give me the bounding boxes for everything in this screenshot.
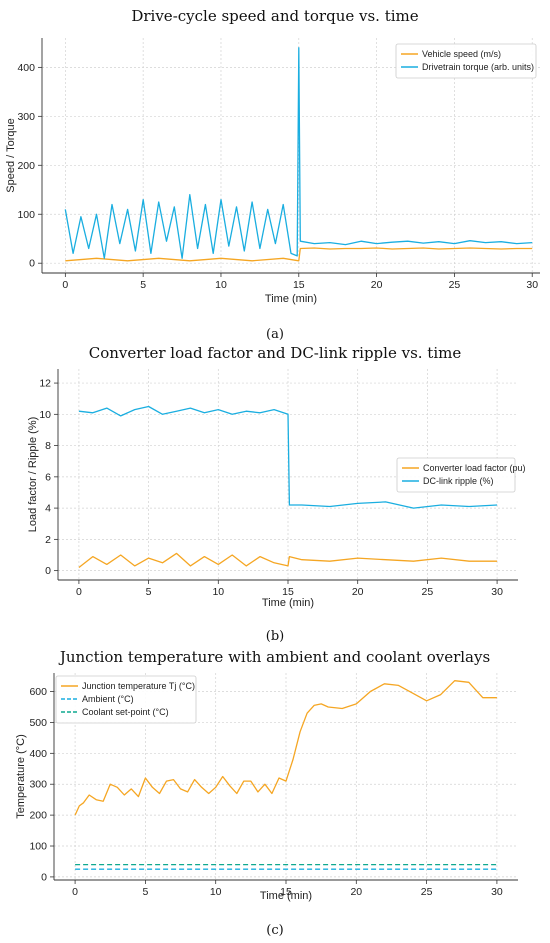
- y-tick-label: 4: [45, 503, 51, 515]
- legend-label: Coolant set-point (°C): [82, 707, 169, 717]
- x-axis-label-b: Time (min): [262, 597, 314, 609]
- x-tick-label: 0: [62, 279, 68, 291]
- x-tick-label: 25: [449, 279, 461, 291]
- x-tick-label: 5: [140, 279, 146, 291]
- legend-label: Converter load factor (pu): [423, 463, 526, 473]
- y-tick-label: 0: [41, 871, 47, 883]
- y-tick-label: 200: [29, 810, 47, 822]
- y-tick-label: 10: [39, 409, 51, 421]
- x-tick-label: 15: [280, 886, 292, 898]
- title-b: Converter load factor and DC-link ripple…: [89, 344, 462, 362]
- x-tick-label: 10: [210, 886, 222, 898]
- grid-a: [42, 38, 540, 273]
- legend-label: Vehicle speed (m/s): [422, 49, 501, 59]
- y-tick-label: 400: [17, 62, 35, 74]
- panel-c: Junction temperature with ambient and co…: [15, 648, 518, 938]
- y-tick-label: 0: [29, 258, 35, 270]
- y-tick-label: 8: [45, 440, 51, 452]
- caption-a: (a): [266, 327, 284, 342]
- legend-label: Drivetrain torque (arb. units): [422, 62, 534, 72]
- title-a: Drive-cycle speed and torque vs. time: [131, 7, 418, 25]
- y-tick-label: 200: [17, 160, 35, 172]
- series-line-a-1: [64, 47, 533, 259]
- legend-box: [395, 43, 537, 79]
- y-tick-label: 500: [29, 717, 47, 729]
- y-tick-label: 6: [45, 471, 51, 483]
- y-tick-label: 600: [29, 686, 47, 698]
- x-tick-label: 20: [352, 586, 364, 598]
- y-tick-label: 400: [29, 748, 47, 760]
- x-axis-label-a: Time (min): [265, 293, 317, 305]
- x-tick-label: 15: [293, 279, 305, 291]
- x-tick-label: 30: [491, 886, 503, 898]
- x-tick-label: 20: [371, 279, 383, 291]
- x-tick-label: 20: [350, 886, 362, 898]
- x-tick-label: 0: [76, 586, 82, 598]
- title-c: Junction temperature with ambient and co…: [58, 648, 490, 666]
- x-tick-label: 30: [491, 586, 503, 598]
- legend-label: Ambient (°C): [82, 694, 134, 704]
- x-tick-label: 5: [146, 586, 152, 598]
- x-tick-label: 25: [422, 586, 434, 598]
- series-line-b-1: [78, 405, 498, 509]
- x-axis-label-c: Time (min): [260, 890, 312, 902]
- series-line-c-0: [74, 680, 497, 816]
- caption-c: (c): [266, 923, 283, 938]
- y-axis-label-a: Speed / Torque: [5, 118, 17, 192]
- y-tick-label: 2: [45, 534, 51, 546]
- series-line-b-0: [78, 552, 498, 569]
- x-tick-label: 0: [72, 886, 78, 898]
- legend-box: [396, 457, 516, 493]
- series-line-a-0: [65, 247, 533, 262]
- legend-a: Vehicle speed (m/s) Drivetrain torque (ar…: [395, 43, 537, 79]
- y-tick-label: 0: [45, 565, 51, 577]
- y-tick-label: 100: [17, 209, 35, 221]
- y-axis-label-b: Load factor / Ripple (%): [27, 417, 39, 533]
- caption-b: (b): [266, 629, 284, 644]
- x-tick-label: 25: [421, 886, 433, 898]
- y-axis-label-c: Temperature (°C): [15, 734, 27, 818]
- x-tick-label: 30: [526, 279, 538, 291]
- y-tick-label: 12: [39, 378, 51, 390]
- x-tick-label: 5: [142, 886, 148, 898]
- y-tick-label: 300: [17, 111, 35, 123]
- legend-label: DC-link ripple (%): [423, 476, 494, 486]
- x-tick-label: 15: [282, 586, 294, 598]
- y-tick-label: 300: [29, 779, 47, 791]
- legend-box: [55, 675, 197, 724]
- y-tick-label: 100: [29, 841, 47, 853]
- panel-b: Converter load factor and DC-link ripple…: [27, 344, 526, 644]
- legend-label: Junction temperature Tj (°C): [82, 681, 195, 691]
- legend-c: Junction temperature Tj (°C) Ambient (°C)…: [55, 675, 197, 724]
- x-tick-label: 10: [215, 279, 227, 291]
- legend-b: Converter load factor (pu) DC-link ripple…: [396, 457, 526, 493]
- panel-a: Drive-cycle speed and torque vs. time (a…: [5, 7, 540, 342]
- x-tick-label: 10: [212, 586, 224, 598]
